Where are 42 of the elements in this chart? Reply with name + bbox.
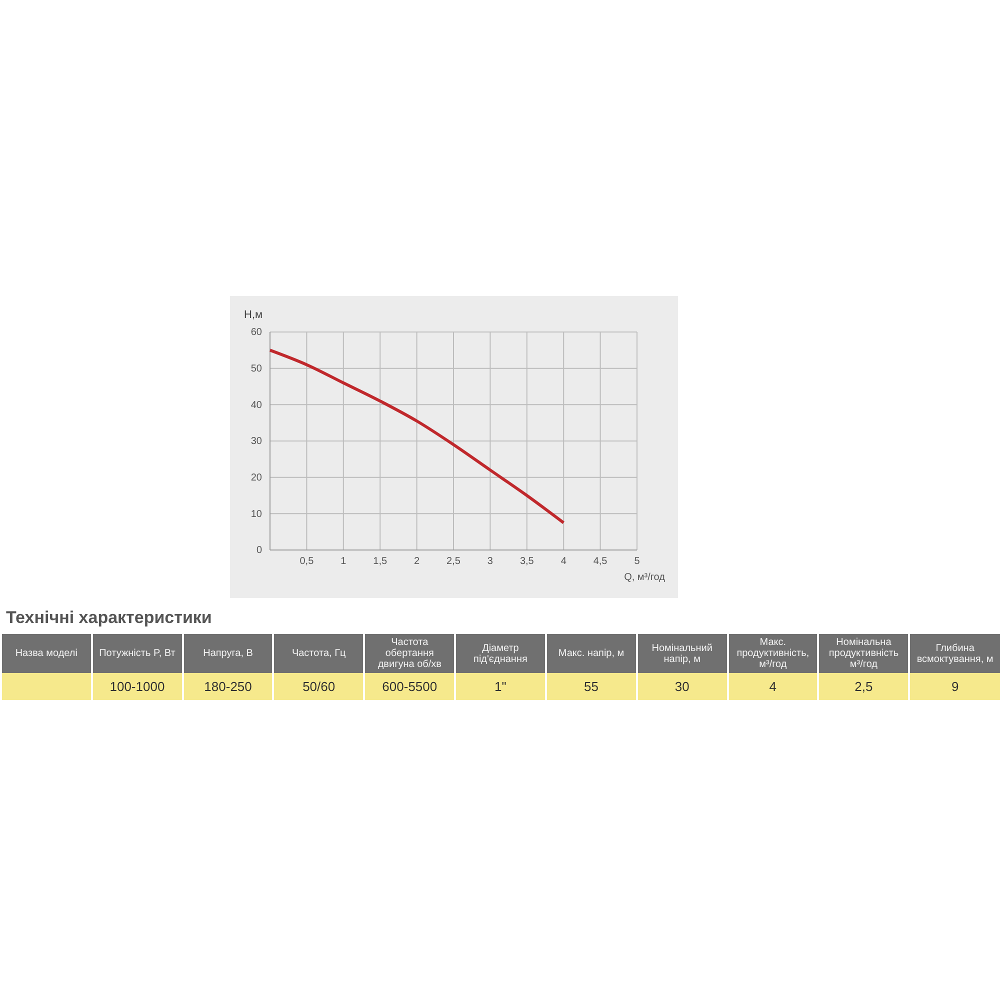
x-axis-title: Q, м³/год [624,572,666,583]
x-tick-label: 4,5 [593,556,608,568]
x-tick-label: 3,5 [520,556,534,568]
y-tick-label: 40 [250,400,262,411]
text: Напруга, В [182,634,274,673]
text: 1" [455,673,546,700]
text: 100-1000 [92,673,183,700]
text: 9 [909,673,1000,700]
y-tick-label: 10 [250,508,262,520]
text: 600-5500 [364,673,456,700]
text: Макс. продуктивність, м³/год [728,634,818,673]
y-tick-label: 0 [256,545,262,556]
text: Макс. напір, м [546,634,637,673]
text: 30 [636,673,728,700]
text: Глибина всмоктування, м [909,634,1000,673]
x-tick-label: 2 [414,556,420,568]
text: Назва моделі [1,634,92,673]
text: Діаметр під'єднання [455,634,546,673]
text: Номінальний напір, м [636,634,728,673]
y-axis-title: H,м [244,309,263,321]
y-tick-label: 60 [250,327,262,338]
x-tick-label: 5 [634,556,640,568]
x-tick-label: 3 [487,556,494,568]
y-tick-label: 20 [250,472,262,484]
text: 180-250 [182,673,274,700]
x-tick-label: 1 [340,556,347,568]
text: Номінальна продуктивність м³/год [818,634,910,673]
x-tick-label: 0,5 [300,556,314,568]
x-tick-label: 4 [560,556,567,568]
text: 55 [546,673,637,700]
y-tick-label: 30 [250,436,262,448]
text: Потужність P, Вт [92,634,183,673]
x-tick-label: 2,5 [446,556,461,568]
text: 4 [728,673,818,700]
x-tick-label: 1,5 [373,556,388,568]
text: Технічні характеристики [6,608,213,628]
text: Частота, Гц [273,634,364,673]
text: Частота обертання двигуна об/хв [364,634,456,673]
y-tick-label: 50 [250,364,262,375]
line-series [268,348,566,524]
text: 50/60 [273,673,364,700]
text: 2,5 [818,673,910,700]
